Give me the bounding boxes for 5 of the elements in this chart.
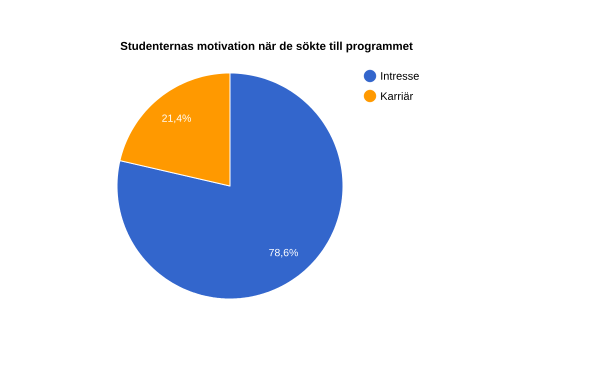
legend-label: Intresse (381, 72, 419, 80)
data-label: 78,6% (269, 248, 298, 258)
data-label: 21,4% (162, 114, 192, 124)
chart-title: Studenternas motivation när de sökte till programmet (120, 42, 413, 52)
legend-label: Karriär (381, 92, 414, 100)
